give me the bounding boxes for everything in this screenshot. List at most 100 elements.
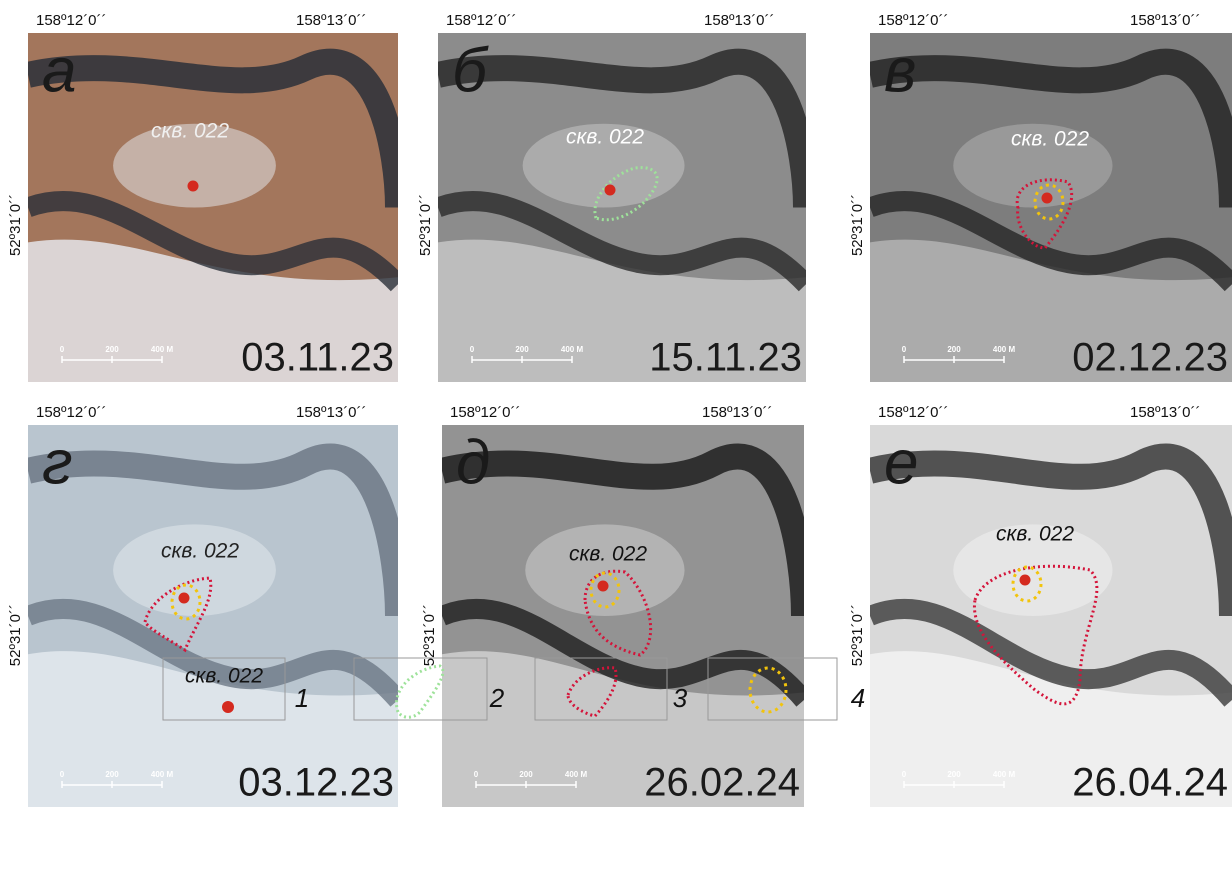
well-dot <box>1019 574 1031 586</box>
legend-green-outline <box>395 664 445 719</box>
yellow-outline <box>1011 565 1043 603</box>
lon-left: 158º12´0´´ <box>36 404 107 421</box>
yellow-outline <box>1033 183 1065 221</box>
scale-label: 0 <box>470 345 475 354</box>
scale-label: 0 <box>902 345 907 354</box>
valley <box>28 48 398 208</box>
panel: скв. 022 в 02.12.23 158º12´0´´ 158º13´0´´ 52º… <box>849 12 1232 382</box>
outline <box>583 569 653 657</box>
valley <box>442 443 804 617</box>
lon-right: 158º13´0´´ <box>702 404 773 421</box>
scale-label: 400 М <box>993 345 1016 354</box>
well-dot <box>597 580 609 592</box>
valley <box>870 598 1232 707</box>
panel: скв. 022 е 26.04.24 158º12´0´´ 158º13´0´´ 52º… <box>849 404 1232 807</box>
outline <box>143 576 213 653</box>
panel-letter: д <box>456 428 490 497</box>
panel-letter: г <box>42 428 73 497</box>
well-label: скв. 022 <box>151 120 229 143</box>
lat: 52º31´0´´ <box>417 194 434 256</box>
legend-label: скв. 022 <box>185 665 263 688</box>
date: 15.11.23 <box>649 336 802 380</box>
lat: 52º31´0´´ <box>7 194 24 256</box>
legend-yellow-outline <box>748 666 788 714</box>
scale-label: 200 <box>947 345 961 354</box>
lat: 52º31´0´´ <box>849 604 866 666</box>
date: 03.11.23 <box>241 336 394 380</box>
image <box>442 425 804 807</box>
legend-box <box>353 657 488 721</box>
scale-label: 400 М <box>151 345 174 354</box>
legend-number: 1 <box>295 683 309 713</box>
valley <box>438 191 806 292</box>
scale-label: 0 <box>60 345 65 354</box>
legend-red-outline <box>566 666 618 718</box>
lon-right: 158º13´0´´ <box>1130 404 1201 421</box>
legend-number: 4 <box>851 683 865 713</box>
lon-left: 158º12´0´´ <box>878 12 949 29</box>
well-dot <box>1041 192 1053 204</box>
valley <box>438 48 806 208</box>
scale-label: 200 <box>947 770 961 779</box>
scale-label: 400 М <box>561 345 584 354</box>
lon-right: 158º13´0´´ <box>1130 12 1201 29</box>
well-label: скв. 022 <box>1011 128 1089 151</box>
lat: 52º31´0´´ <box>849 194 866 256</box>
light-area <box>522 123 685 208</box>
lon-left: 158º12´0´´ <box>450 404 521 421</box>
light-area <box>438 239 806 382</box>
panel: скв. 022 б 15.11.23 158º12´0´´ 158º13´0´´ 52º… <box>417 12 806 382</box>
valley <box>28 443 398 617</box>
panel-letter: б <box>452 36 489 105</box>
valley <box>870 443 1232 617</box>
legend-box <box>162 657 286 721</box>
light-area <box>113 524 276 616</box>
lon-right: 158º13´0´´ <box>296 12 367 29</box>
light-area <box>870 239 1232 382</box>
light-area <box>28 651 398 807</box>
scale-label: 200 <box>105 770 119 779</box>
valley <box>870 191 1232 292</box>
scale-label: 400 М <box>993 770 1016 779</box>
legend-number: 2 <box>489 683 505 713</box>
light-area <box>442 651 804 807</box>
scale-label: 200 <box>519 770 533 779</box>
scale-label: 0 <box>902 770 907 779</box>
lon-left: 158º12´0´´ <box>36 12 107 29</box>
legend-well-dot <box>222 701 234 713</box>
image <box>28 425 398 807</box>
well-label: скв. 022 <box>161 540 239 563</box>
date: 26.04.24 <box>1072 761 1228 805</box>
scale-label: 400 М <box>151 770 174 779</box>
well-label: скв. 022 <box>996 523 1074 546</box>
legend-number: 3 <box>673 683 688 713</box>
panel-letter: е <box>884 428 918 497</box>
well-dot <box>187 180 199 192</box>
lon-right: 158º13´0´´ <box>296 404 367 421</box>
panel-letter: а <box>42 36 76 105</box>
scale-label: 400 М <box>565 770 588 779</box>
panel: скв. 022 г 03.12.23 158º12´0´´ 158º13´0´´ 52º… <box>7 404 398 807</box>
lat: 52º31´0´´ <box>421 604 438 666</box>
well-dot <box>178 592 190 604</box>
scale-label: 200 <box>515 345 529 354</box>
lon-left: 158º12´0´´ <box>878 404 949 421</box>
valley <box>28 191 398 292</box>
date: 02.12.23 <box>1072 336 1228 380</box>
light-area <box>113 123 276 208</box>
lon-left: 158º12´0´´ <box>446 12 517 29</box>
yellow-outline <box>589 571 621 609</box>
valley <box>442 598 804 707</box>
yellow-outline <box>170 583 202 621</box>
light-area <box>525 524 685 616</box>
panel: скв. 022 д 26.02.24 158º12´0´´ 158º13´0´´ 52º… <box>421 404 804 807</box>
lon-right: 158º13´0´´ <box>704 12 775 29</box>
scale-label: 200 <box>105 345 119 354</box>
panel-letter: в <box>884 36 916 105</box>
outline <box>972 564 1099 706</box>
valley <box>28 598 398 707</box>
scale-label: 0 <box>60 770 65 779</box>
panel: скв. 022 а 03.11.23 158º12´0´´ 158º13´0´´ 52º… <box>7 12 398 382</box>
image <box>870 425 1232 807</box>
